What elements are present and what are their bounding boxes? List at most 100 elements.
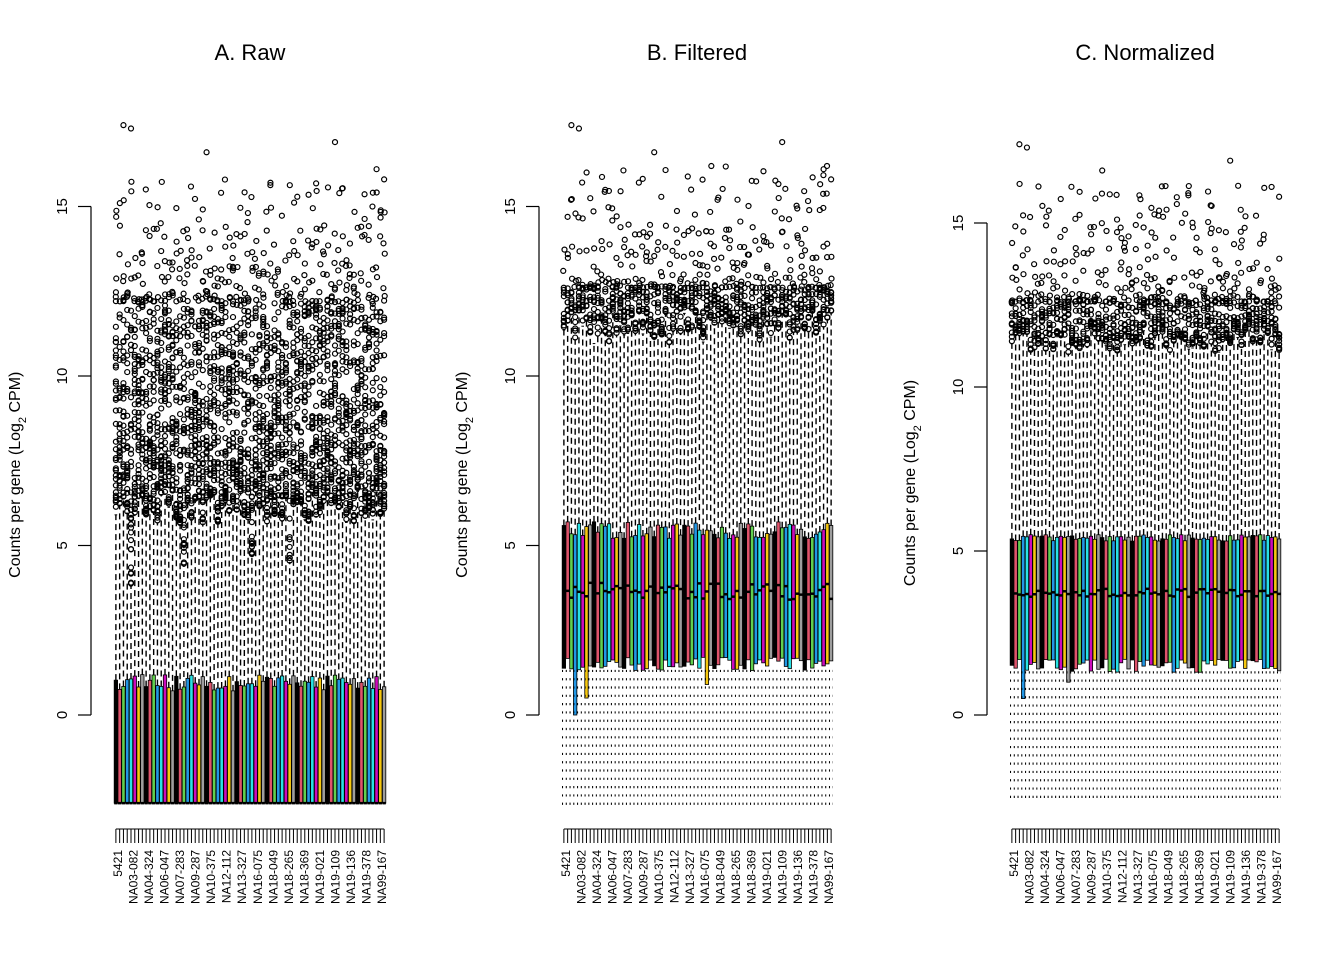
outlier-point — [173, 479, 180, 486]
outlier-point — [320, 484, 327, 491]
outlier-point — [275, 417, 282, 424]
outlier-point — [369, 422, 376, 429]
outlier-point — [373, 313, 380, 320]
outlier-point — [252, 308, 259, 315]
box — [1013, 540, 1018, 669]
outlier-point — [339, 417, 346, 424]
outlier-point — [767, 242, 775, 249]
outlier-point — [722, 163, 729, 170]
outlier-point — [199, 488, 206, 495]
outlier-point — [150, 320, 157, 327]
box — [618, 532, 623, 668]
outlier-point — [256, 379, 263, 387]
x-tick-label: NA13-327 — [683, 850, 697, 904]
outlier-point — [165, 468, 172, 476]
outlier-point — [354, 420, 361, 427]
outlier-point — [207, 296, 214, 303]
outlier-point — [749, 224, 756, 231]
outlier-point — [173, 475, 180, 482]
outlier-point — [294, 376, 301, 383]
box — [795, 534, 800, 659]
outlier-point — [275, 414, 282, 422]
outlier-point — [301, 416, 308, 423]
outlier-point — [192, 475, 199, 482]
outlier-point — [214, 460, 221, 467]
outlier-point — [324, 297, 331, 304]
outlier-point — [150, 376, 157, 384]
outlier-point — [377, 443, 384, 450]
outlier-point — [222, 402, 229, 409]
outlier-point — [328, 421, 335, 428]
box — [652, 536, 657, 667]
outlier-point — [166, 259, 173, 266]
outlier-point — [1032, 273, 1039, 280]
outlier-point — [625, 221, 632, 228]
outlier-point — [188, 500, 195, 507]
outlier-point — [116, 222, 124, 229]
outlier-point — [572, 318, 579, 326]
x-tick-label: NA16-075 — [1146, 850, 1160, 904]
outlier-point — [1061, 258, 1069, 265]
outlier-point — [260, 303, 267, 310]
outlier-point — [184, 262, 191, 270]
outlier-point — [377, 477, 384, 485]
outlier-point — [180, 416, 187, 423]
box — [791, 524, 796, 660]
outlier-point — [252, 424, 259, 431]
outlier-point — [347, 298, 354, 305]
outlier-point — [173, 437, 180, 445]
outlier-point — [279, 466, 286, 473]
outlier-point — [806, 207, 813, 214]
outlier-point — [127, 458, 135, 466]
outlier-point — [335, 495, 342, 502]
outlier-point — [244, 209, 252, 217]
outlier-point — [233, 359, 240, 367]
outlier-point — [237, 486, 244, 493]
outlier-point — [146, 337, 153, 345]
outlier-point — [222, 487, 229, 495]
outlier-point — [161, 453, 169, 461]
outlier-point — [279, 511, 286, 519]
outlier-point — [192, 343, 199, 350]
outlier-point — [127, 498, 135, 505]
outlier-point — [662, 222, 670, 229]
outlier-point — [150, 298, 157, 305]
outlier-point — [372, 264, 380, 271]
outlier-point — [143, 495, 150, 502]
outlier-point — [135, 388, 142, 396]
outlier-point — [365, 236, 372, 244]
outlier-point — [1043, 213, 1050, 220]
outlier-point — [704, 263, 711, 270]
outlier-point — [135, 422, 142, 429]
outlier-point — [207, 403, 214, 410]
outlier-point — [131, 313, 138, 320]
outlier-point — [218, 304, 225, 312]
outlier-point — [188, 361, 195, 368]
outlier-point — [169, 441, 176, 448]
outlier-point — [248, 519, 255, 526]
outlier-point — [350, 495, 357, 502]
outlier-point — [309, 414, 316, 421]
outlier-point — [576, 248, 583, 255]
outlier-point — [381, 468, 388, 475]
outlier-point — [328, 298, 335, 305]
outlier-point — [335, 372, 342, 379]
outlier-point — [267, 473, 274, 480]
outlier-point — [824, 240, 831, 247]
outlier-point — [207, 444, 214, 451]
outlier-point — [154, 294, 162, 301]
y-tick-label: 0 — [54, 711, 71, 719]
outlier-point — [662, 243, 669, 250]
box — [659, 527, 664, 671]
outlier-point — [301, 397, 308, 404]
outlier-point — [158, 453, 165, 460]
outlier-point — [173, 325, 180, 332]
outlier-point — [271, 300, 278, 307]
outlier-point — [655, 239, 662, 246]
outlier-point — [309, 467, 316, 474]
outlier-point — [236, 284, 244, 292]
outlier-point — [241, 354, 248, 362]
box — [121, 686, 126, 804]
box — [200, 676, 205, 804]
box — [310, 676, 315, 804]
